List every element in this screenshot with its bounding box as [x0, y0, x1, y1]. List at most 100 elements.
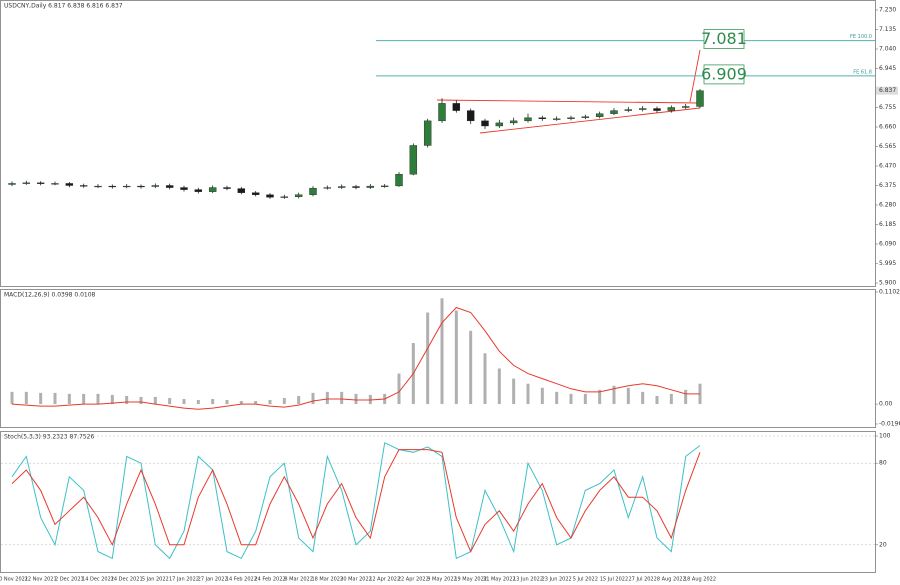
x-tick-label: 14 Dec 2021: [82, 577, 114, 583]
candle-body: [223, 187, 231, 189]
candle-body: [395, 174, 403, 187]
indicator-line: [11, 449, 701, 553]
candle-body: [423, 120, 432, 146]
macd-title: MACD(12,26,9) 0.0398 0.0108: [4, 292, 96, 299]
candle-body: [108, 185, 117, 188]
x-tick-label: 18 Mar 2022: [311, 577, 343, 583]
candle-body: [667, 107, 676, 111]
candle-body: [552, 118, 561, 120]
fib-value-box: [703, 64, 745, 85]
macd-bar: [555, 391, 559, 405]
y-tick-label: 5.900: [879, 280, 896, 287]
y-tick-label: 0.1102: [879, 289, 900, 296]
x-tick-label: 24 Feb 2022: [254, 577, 285, 583]
x-tick-label: 18 Aug 2022: [684, 577, 716, 583]
candle-body: [366, 185, 375, 188]
candle-body: [137, 185, 145, 188]
last-price: 6.837: [879, 87, 896, 94]
candle-body: [151, 185, 160, 187]
macd-bar: [583, 393, 587, 405]
macd-bar: [268, 400, 272, 405]
macd-bar: [153, 396, 157, 405]
triangle-lower: [479, 107, 701, 134]
x-tick-label: 12 Apr 2022: [369, 577, 400, 583]
fib-value: 6.909: [701, 64, 747, 83]
chart-title: USDCNY,Daily 6.817 6.838 6.816 6.837: [4, 3, 123, 10]
macd-bar: [24, 391, 28, 405]
macd-bar: [225, 400, 229, 405]
x-tick-label: 19 May 2022: [454, 577, 487, 583]
candle-body: [8, 183, 16, 185]
candle-body: [509, 120, 518, 124]
x-tick-label: 8 Mar 2022: [284, 577, 313, 583]
candle-body: [380, 185, 389, 187]
last-price-box: [876, 86, 898, 95]
x-tick-label: 22 Apr 2022: [398, 577, 429, 583]
x-tick-label: 14 Feb 2022: [226, 577, 257, 583]
candle-body: [610, 110, 618, 114]
x-tick-label: 17 Jan 2022: [169, 577, 199, 583]
macd-bar: [311, 392, 315, 405]
x-tick-label: 30 Mar 2022: [340, 577, 372, 583]
macd-bar: [168, 397, 172, 405]
candle-body: [481, 120, 489, 127]
macd-bar: [454, 310, 458, 405]
candle-body: [452, 103, 461, 111]
x-tick-label: 15 Jul 2022: [600, 577, 628, 583]
y-tick-label: 0.00: [879, 401, 893, 408]
candle-body: [595, 113, 604, 117]
y-tick-label: -0.0196: [879, 421, 900, 428]
macd-bar: [626, 387, 630, 405]
candle-body: [624, 109, 633, 111]
candle-body: [237, 188, 246, 193]
macd-bar: [182, 398, 186, 405]
candle-body: [309, 187, 317, 195]
y-tick-label: 80: [879, 460, 887, 467]
macd-bar: [82, 393, 86, 405]
x-tick-label: 5 Jan 2022: [142, 577, 169, 583]
macd-bar: [211, 398, 215, 405]
macd-bar: [254, 401, 258, 405]
candle-body: [94, 185, 102, 188]
x-tick-label: 23 Jun 2022: [542, 577, 572, 583]
x-tick-label: 8 Aug 2022: [657, 577, 686, 583]
y-tick-label: 100: [879, 433, 891, 440]
macd-bar: [297, 395, 301, 405]
candle-body: [79, 185, 88, 187]
macd-bar: [497, 368, 501, 405]
macd-bar: [655, 395, 659, 405]
macd-bar: [612, 385, 616, 405]
y-tick-label: 6.375: [879, 182, 896, 189]
macd-panel: [0, 289, 876, 428]
candle-body: [280, 196, 289, 198]
macd-bar: [669, 393, 673, 405]
x-tick-label: 2 Dec 2021: [55, 577, 84, 583]
stoch-title: Stoch(5,3,3) 93.2323 87.7526: [4, 434, 95, 441]
candle-body: [65, 183, 74, 186]
candle-body: [653, 108, 661, 111]
candle-body: [696, 90, 704, 107]
macd-bar: [684, 389, 688, 405]
indicator-line: [11, 442, 701, 560]
x-tick-label: 27 Jan 2022: [198, 577, 228, 583]
fib-level-name: FE 61.8: [853, 69, 872, 75]
macd-bar: [426, 312, 430, 405]
candle-body: [581, 116, 590, 118]
candle-body: [352, 186, 360, 188]
candle-body: [22, 182, 31, 184]
macd-bar: [354, 393, 358, 405]
candle-body: [323, 187, 332, 189]
y-tick-label: 6.945: [879, 65, 896, 72]
candle-body: [524, 117, 532, 122]
y-tick-label: 6.755: [879, 104, 896, 111]
candle-body: [638, 108, 647, 110]
x-tick-label: 27 Jul 2022: [629, 577, 657, 583]
macd-bar: [39, 392, 43, 405]
x-tick-label: 5 Jul 2022: [573, 577, 598, 583]
y-tick-label: 6.280: [879, 202, 896, 209]
macd-bar: [10, 391, 14, 405]
y-tick-label: 20: [879, 541, 887, 548]
y-tick-label: 6.660: [879, 124, 896, 131]
candle-body: [51, 183, 59, 185]
